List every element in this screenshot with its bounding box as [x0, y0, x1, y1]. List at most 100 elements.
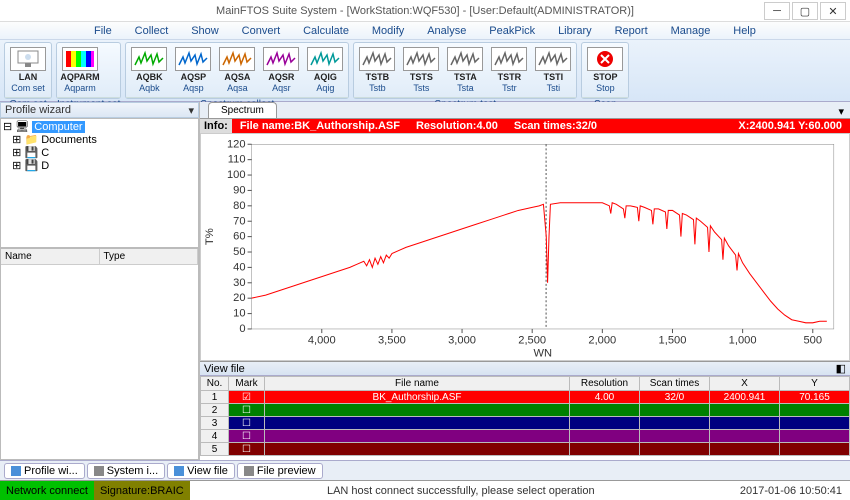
ribbon-group-com-set: LANCom setCom set	[4, 42, 52, 99]
close-button[interactable]: ✕	[820, 2, 846, 20]
view-file-header: View file ◧	[200, 362, 850, 376]
svg-text:WN: WN	[533, 348, 552, 360]
info-bar: Info: File name:BK_Authorship.ASF Resolu…	[200, 119, 850, 133]
view-file-title: View file	[204, 363, 245, 375]
menu-analyse[interactable]: Analyse	[423, 25, 470, 37]
info-scantimes: Scan times:32/0	[506, 120, 605, 132]
svg-text:30: 30	[233, 277, 245, 289]
t2-icon	[403, 47, 439, 71]
svg-text:2,000: 2,000	[588, 335, 616, 347]
ribbon-btn-aqparm[interactable]: AQPARMAqparm	[59, 45, 101, 95]
ribbon-btn-aqsp[interactable]: AQSPAqsp	[172, 45, 214, 95]
ribbon-group-spectrum-test: TSTBTstbTSTSTstsTSTATstaTSTRTstrTSTITsti…	[353, 42, 577, 99]
property-table: Name Type	[0, 248, 199, 460]
spec5-icon	[307, 47, 343, 71]
vf-col[interactable]: File name	[265, 377, 570, 391]
maximize-button[interactable]: ▢	[792, 2, 818, 20]
svg-text:100: 100	[227, 169, 246, 181]
ribbon-btn-tsts[interactable]: TSTSTsts	[400, 45, 442, 95]
svg-text:70: 70	[233, 216, 245, 228]
view-file-menu-icon[interactable]: ◧	[836, 362, 846, 375]
t4-icon	[491, 47, 527, 71]
menu-library[interactable]: Library	[554, 25, 596, 37]
ribbon-btn-aqig[interactable]: AQIGAqig	[304, 45, 346, 95]
menu-manage[interactable]: Manage	[667, 25, 715, 37]
lan-icon	[10, 47, 46, 71]
vf-col[interactable]: Mark	[229, 377, 265, 391]
ribbon-btn-aqbk[interactable]: AQBKAqbk	[128, 45, 170, 95]
svg-text:3,500: 3,500	[378, 335, 406, 347]
svg-text:40: 40	[233, 262, 245, 274]
status-bar: Network connect Signature:BRAIC LAN host…	[0, 480, 850, 500]
table-row[interactable]: 2☐	[201, 404, 850, 417]
table-row[interactable]: 3☐	[201, 417, 850, 430]
bottom-tab[interactable]: View file	[167, 463, 235, 479]
tab-strip: Spectrum ▾	[200, 102, 850, 119]
folder-tree[interactable]: ⊟ 🖥 Computer ⊞ 📁 Documents ⊞ 💾 C ⊞ 💾 D	[0, 118, 199, 248]
t1-icon	[359, 47, 395, 71]
menu-help[interactable]: Help	[729, 25, 760, 37]
tab-spectrum[interactable]: Spectrum	[208, 102, 277, 118]
svg-text:0: 0	[239, 323, 245, 335]
tree-node[interactable]: ⊞ 💾 C	[3, 147, 196, 160]
col-type[interactable]: Type	[100, 249, 199, 264]
svg-text:1,500: 1,500	[659, 335, 687, 347]
menu-report[interactable]: Report	[611, 25, 652, 37]
svg-text:1,000: 1,000	[729, 335, 757, 347]
menu-collect[interactable]: Collect	[131, 25, 173, 37]
bottom-tab[interactable]: System i...	[87, 463, 165, 479]
main-panel: Spectrum ▾ Info: File name:BK_Authorship…	[200, 102, 850, 460]
window-title: MainFTOS Suite System - [WorkStation:WQF…	[216, 5, 634, 17]
menu-show[interactable]: Show	[187, 25, 223, 37]
menu-file[interactable]: File	[90, 25, 116, 37]
ribbon-btn-tsti[interactable]: TSTITsti	[532, 45, 574, 95]
table-row[interactable]: 1☑BK_Authorship.ASF4.0032/02400.94170.16…	[201, 391, 850, 404]
spec3-icon	[219, 47, 255, 71]
menu-calculate[interactable]: Calculate	[299, 25, 353, 37]
spec2-icon	[175, 47, 211, 71]
bottom-tab[interactable]: File preview	[237, 463, 323, 479]
info-xy: X:2400.941 Y:60.000	[730, 120, 850, 132]
panel-dropdown-icon[interactable]: ▾	[188, 104, 194, 117]
ribbon-btn-tsta[interactable]: TSTATsta	[444, 45, 486, 95]
tab-dropdown-icon[interactable]: ▾	[838, 105, 844, 118]
status-signature: Signature:BRAIC	[94, 481, 190, 500]
ribbon-btn-tstb[interactable]: TSTBTstb	[356, 45, 398, 95]
ribbon-group-instrument-set: AQPARMAqparmInstrument set	[56, 42, 121, 99]
table-row[interactable]: 5☐	[201, 443, 850, 456]
menu-bar: File Collect Show Convert Calculate Modify Ana…	[0, 22, 850, 40]
col-name[interactable]: Name	[1, 249, 100, 264]
ribbon-btn-aqsa[interactable]: AQSAAqsa	[216, 45, 258, 95]
ribbon-btn-aqsr[interactable]: AQSRAqsr	[260, 45, 302, 95]
table-row[interactable]: 4☐	[201, 430, 850, 443]
profile-wizard-title: Profile wizard	[5, 104, 71, 116]
status-message: LAN host connect successfully, please se…	[190, 485, 732, 497]
vf-col[interactable]: No.	[201, 377, 229, 391]
bottom-tab-bar: Profile wi...System i...View fileFile pr…	[0, 460, 850, 480]
menu-convert[interactable]: Convert	[238, 25, 285, 37]
info-filename: File name:BK_Authorship.ASF	[232, 120, 408, 132]
spectrum-chart[interactable]: 01020304050607080901001101204,0003,5003,…	[200, 133, 850, 361]
rainbow-icon	[62, 47, 98, 71]
ribbon-btn-tstr[interactable]: TSTRTstr	[488, 45, 530, 95]
spec4-icon	[263, 47, 299, 71]
tab-icon	[244, 466, 254, 476]
vf-col[interactable]: Resolution	[570, 377, 640, 391]
vf-col[interactable]: Scan times	[640, 377, 710, 391]
tree-node[interactable]: ⊞ 📁 Documents	[3, 134, 196, 147]
svg-text:2,500: 2,500	[518, 335, 546, 347]
tree-node[interactable]: ⊟ 🖥 Computer	[3, 121, 196, 134]
minimize-button[interactable]: ─	[764, 2, 790, 20]
menu-modify[interactable]: Modify	[368, 25, 408, 37]
svg-text:120: 120	[227, 139, 246, 151]
ribbon-btn-stop[interactable]: STOPStop	[584, 45, 626, 95]
vf-col[interactable]: X	[710, 377, 780, 391]
vf-col[interactable]: Y	[780, 377, 850, 391]
status-network: Network connect	[0, 481, 94, 500]
tree-node[interactable]: ⊞ 💾 D	[3, 160, 196, 173]
ribbon-btn-lan[interactable]: LANCom set	[7, 45, 49, 95]
bottom-tab[interactable]: Profile wi...	[4, 463, 85, 479]
ribbon-group-scan: STOPStopScan	[581, 42, 629, 99]
menu-peakpick[interactable]: PeakPick	[485, 25, 539, 37]
view-file-table[interactable]: No.MarkFile nameResolutionScan timesXY1☑…	[200, 376, 850, 460]
